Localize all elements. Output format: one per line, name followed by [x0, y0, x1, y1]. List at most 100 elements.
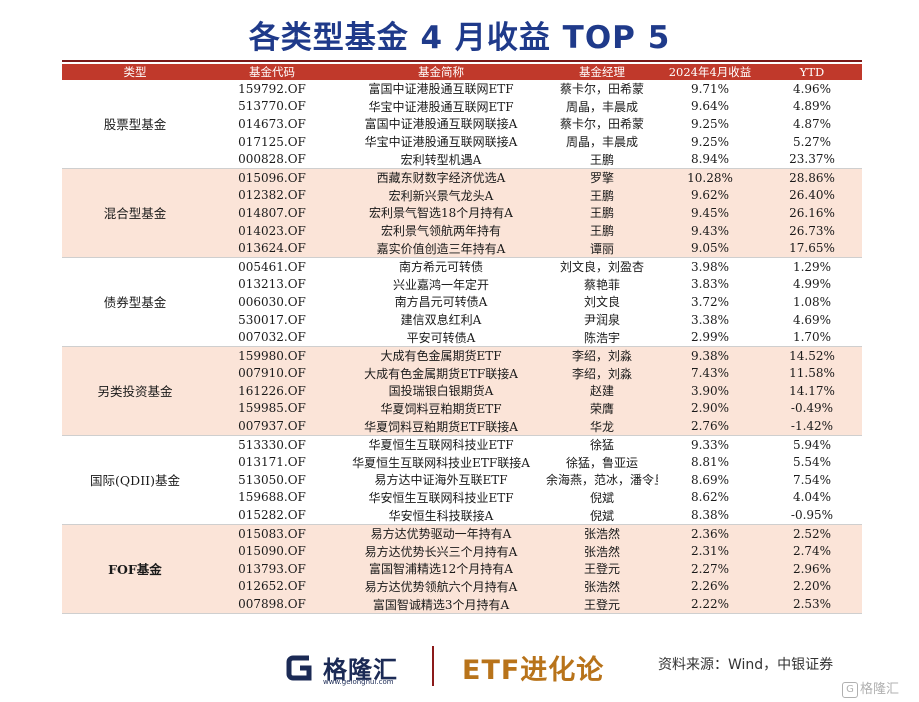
category-cell: 股票型基金	[62, 80, 208, 169]
ytd-cell: 4.87%	[762, 115, 862, 133]
fund-name-cell: 华夏饲料豆粕期货ETF联接A	[336, 417, 546, 436]
april-return-cell: 2.26%	[658, 577, 762, 596]
logo-text: 格隆汇	[323, 656, 398, 684]
fund-code-cell: 015090.OF	[208, 542, 336, 561]
april-return-cell: 9.64%	[658, 97, 762, 116]
fund-manager-cell: 蔡卡尔，田希蒙	[546, 115, 658, 133]
ytd-cell: 4.96%	[762, 80, 862, 98]
fund-manager-cell: 蔡卡尔，田希蒙	[546, 80, 658, 98]
table-row: 013793.OF 富国智浦精选12个月持有A 王登元 2.27% 2.96%	[62, 560, 862, 578]
april-return-cell: 9.62%	[658, 186, 762, 205]
fund-code-cell: 530017.OF	[208, 310, 336, 329]
ytd-cell: 23.37%	[762, 150, 862, 169]
april-return-cell: 3.90%	[658, 382, 762, 400]
april-return-cell: 8.38%	[658, 506, 762, 525]
ytd-cell: 1.70%	[762, 328, 862, 347]
table-row: 513050.OF 易方达中证海外互联ETF 余海燕，范冰，潘令旦 8.69% 7.54…	[62, 471, 862, 489]
table-row: 007937.OF 华夏饲料豆粕期货ETF联接A 华龙 2.76% -1.42%	[62, 417, 862, 436]
fund-manager-cell: 谭丽	[546, 239, 658, 258]
brand-name: ETF进化论	[462, 655, 605, 686]
ytd-cell: 5.54%	[762, 453, 862, 472]
data-source: 资料来源：Wind，中银证券	[658, 657, 834, 673]
header-ytd: YTD	[762, 64, 862, 80]
ytd-cell: 17.65%	[762, 239, 862, 258]
fund-name-cell: 建信双息红利A	[336, 310, 546, 329]
watermark-icon: G	[842, 681, 858, 698]
fund-name-cell: 华夏恒生互联网科技业ETF联接A	[336, 453, 546, 472]
fund-code-cell: 159792.OF	[208, 80, 336, 98]
ytd-cell: 14.17%	[762, 382, 862, 400]
fund-code-cell: 513050.OF	[208, 471, 336, 489]
ytd-cell: 11.58%	[762, 364, 862, 383]
ytd-cell: 28.86%	[762, 168, 862, 187]
fund-code-cell: 006030.OF	[208, 293, 336, 311]
fund-code-cell: 007032.OF	[208, 328, 336, 347]
april-return-cell: 3.83%	[658, 275, 762, 294]
fund-manager-cell: 倪斌	[546, 488, 658, 507]
gelonghui-logo: 格隆汇 www.gelonghui.com	[283, 648, 423, 688]
april-return-cell: 9.71%	[658, 80, 762, 98]
table-row: 015090.OF 易方达优势长兴三个月持有A 张浩然 2.31% 2.74%	[62, 542, 862, 561]
fund-code-cell: 007937.OF	[208, 417, 336, 436]
fund-manager-cell: 张浩然	[546, 524, 658, 543]
fund-manager-cell: 张浩然	[546, 542, 658, 561]
fund-manager-cell: 倪斌	[546, 506, 658, 525]
table-row: 国际(QDII)基金 513330.OF 华夏恒生互联网科技业ETF 徐猛 9.33% 5…	[62, 435, 862, 525]
april-return-cell: 9.05%	[658, 239, 762, 258]
watermark: G 格隆汇	[842, 678, 899, 698]
ytd-cell: 1.29%	[762, 257, 862, 276]
table-row: 012652.OF 易方达优势领航六个月持有A 张浩然 2.26% 2.20%	[62, 577, 862, 596]
fund-manager-cell: 王登元	[546, 595, 658, 614]
fund-code-cell: 513330.OF	[208, 435, 336, 454]
april-return-cell: 9.43%	[658, 221, 762, 240]
fund-manager-cell: 刘文良，刘盈杏	[546, 257, 658, 276]
category-cell: 国际(QDII)基金	[62, 435, 208, 525]
fund-code-cell: 013213.OF	[208, 275, 336, 294]
april-return-cell: 2.90%	[658, 399, 762, 418]
footer-divider	[432, 646, 434, 686]
ytd-cell: 4.04%	[762, 488, 862, 507]
fund-manager-cell: 赵建	[546, 382, 658, 400]
fund-code-cell: 159985.OF	[208, 399, 336, 418]
fund-name-cell: 嘉实价值创造三年持有A	[336, 239, 546, 258]
fund-code-cell: 015282.OF	[208, 506, 336, 525]
fund-code-cell: 159688.OF	[208, 488, 336, 507]
fund-manager-cell: 张浩然	[546, 577, 658, 596]
fund-name-cell: 南方昌元可转债A	[336, 293, 546, 311]
footer: 格隆汇 www.gelonghui.com ETF进化论 资料来源：Wind，中…	[0, 638, 919, 698]
fund-name-cell: 大成有色金属期货ETF联接A	[336, 364, 546, 383]
april-return-cell: 3.98%	[658, 257, 762, 276]
table-row: 007910.OF 大成有色金属期货ETF联接A 李绍，刘淼 7.43% 11.58%	[62, 364, 862, 383]
fund-code-cell: 007910.OF	[208, 364, 336, 383]
april-return-cell: 9.45%	[658, 204, 762, 222]
ytd-cell: 26.40%	[762, 186, 862, 205]
fund-name-cell: 易方达中证海外互联ETF	[336, 471, 546, 489]
fund-manager-cell: 周晶，丰晨成	[546, 97, 658, 116]
table-header: 类型 基金代码 基金简称 基金经理 2024年4月收益 YTD	[62, 64, 862, 80]
fund-manager-cell: 周晶，丰晨成	[546, 132, 658, 151]
fund-name-cell: 富国中证港股通互联网联接A	[336, 115, 546, 133]
fund-name-cell: 华宝中证港股通互联网ETF	[336, 97, 546, 116]
fund-manager-cell: 罗擎	[546, 168, 658, 187]
fund-name-cell: 宏利新兴景气龙头A	[336, 186, 546, 205]
ytd-cell: 14.52%	[762, 346, 862, 365]
table-row: 013171.OF 华夏恒生互联网科技业ETF联接A 徐猛，鲁亚运 8.81% 5.54…	[62, 453, 862, 472]
fund-group: 国际(QDII)基金 513330.OF 华夏恒生互联网科技业ETF 徐猛 9.33% 5…	[62, 435, 862, 525]
ytd-cell: 4.99%	[762, 275, 862, 294]
ytd-cell: 4.69%	[762, 310, 862, 329]
table-row: 014807.OF 宏利景气智选18个月持有A 王鹏 9.45% 26.16%	[62, 204, 862, 222]
fund-name-cell: 富国智浦精选12个月持有A	[336, 560, 546, 578]
table-row: 014673.OF 富国中证港股通互联网联接A 蔡卡尔，田希蒙 9.25% 4.87%	[62, 115, 862, 133]
fund-code-cell: 015096.OF	[208, 168, 336, 187]
april-return-cell: 2.36%	[658, 524, 762, 543]
fund-manager-cell: 徐猛，鲁亚运	[546, 453, 658, 472]
ytd-cell: 2.20%	[762, 577, 862, 596]
fund-group: 股票型基金 159792.OF 富国中证港股通互联网ETF 蔡卡尔，田希蒙 9.71% 4…	[62, 80, 862, 169]
fund-manager-cell: 蔡艳菲	[546, 275, 658, 294]
category-cell: 另类投资基金	[62, 346, 208, 436]
april-return-cell: 8.81%	[658, 453, 762, 472]
table-row: 513770.OF 华宝中证港股通互联网ETF 周晶，丰晨成 9.64% 4.89%	[62, 97, 862, 116]
table-row: 006030.OF 南方昌元可转债A 刘文良 3.72% 1.08%	[62, 293, 862, 311]
fund-code-cell: 161226.OF	[208, 382, 336, 400]
gelonghui-logo-icon	[286, 655, 312, 681]
